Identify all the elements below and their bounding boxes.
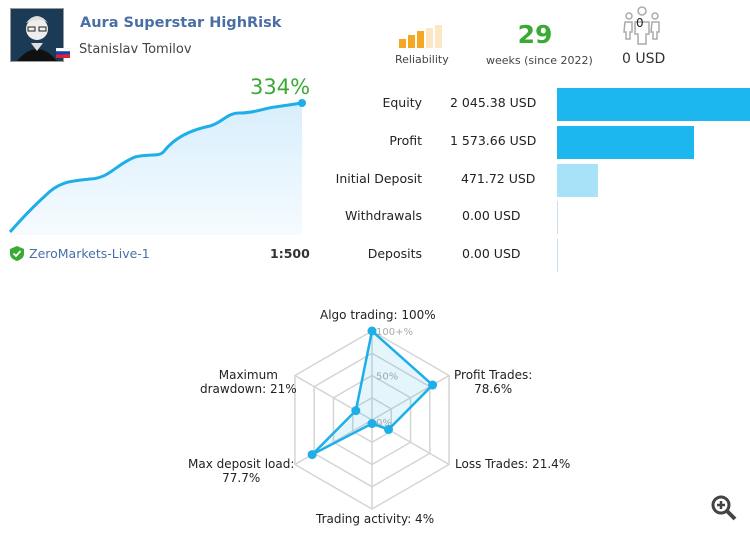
initial-deposit-label: Initial Deposit [335, 171, 422, 186]
growth-end-point [298, 99, 306, 107]
subscribers-count: 0 [636, 16, 644, 30]
withdrawals-bar [557, 201, 558, 234]
equity-label: Equity [382, 95, 422, 110]
radar-label-max-drawdown-1: Maximum [218, 368, 278, 382]
radar-label-max-deposit-load-2: 77.7% [222, 471, 261, 485]
server-link[interactable]: ZeroMarkets-Live-1 [29, 246, 150, 261]
radar-label-profit-trades-2: 78.6% [474, 382, 513, 396]
author-name[interactable]: Stanislav Tomilov [79, 42, 192, 57]
russia-flag-icon [56, 48, 70, 58]
radar-label-loss-trades: Loss Trades: 21.4% [455, 457, 571, 471]
leverage-value: 1:500 [270, 246, 310, 261]
deposits-label: Deposits [367, 246, 422, 261]
profit-bar [557, 126, 694, 159]
signal-title[interactable]: Aura Superstar HighRisk [80, 15, 282, 31]
growth-value: 334% [250, 75, 311, 99]
subscribers-funds: 0 USD [622, 51, 666, 67]
radar-label-profit-trades: Profit Trades: 78.6% [454, 368, 532, 396]
profit-value: 1 573.66 USD [450, 133, 537, 148]
radar-label-trading-activity: Trading activity: 4% [316, 512, 435, 526]
radar-label-max-drawdown-2: drawdown: 21% [200, 382, 297, 396]
radar-data-point [367, 419, 377, 429]
weeks-value: 29 [517, 20, 553, 49]
radar-label-max-drawdown: Maximum drawdown: 21% [200, 368, 297, 396]
avatar[interactable] [10, 8, 64, 62]
subscribers-icon [623, 6, 660, 45]
radar-data-point [351, 406, 361, 416]
initial-deposit-bar [557, 164, 598, 197]
withdrawals-label: Withdrawals [345, 208, 422, 223]
equity-bar [557, 88, 750, 121]
radar-label-max-deposit-load-1: Max deposit load: [188, 457, 295, 471]
radar-tick-label: 100+% [376, 327, 413, 338]
growth-line [8, 101, 303, 233]
verified-shield-icon [10, 246, 24, 261]
radar-data-point [383, 425, 393, 435]
profit-label: Profit [389, 133, 422, 148]
reliability-bars-icon [399, 25, 442, 48]
equity-value: 2 045.38 USD [450, 95, 537, 110]
radar-data-point [307, 450, 317, 460]
radar-tick-label: 50% [376, 372, 398, 383]
reliability-label: Reliability [395, 53, 449, 66]
withdrawals-value: 0.00 USD [462, 208, 521, 223]
growth-area [10, 103, 302, 235]
deposits-bar [557, 239, 558, 272]
radar-label-max-deposit-load: Max deposit load: 77.7% [188, 457, 294, 485]
radar-label-algo: Algo trading: 100% [320, 308, 436, 322]
deposits-value: 0.00 USD [462, 246, 521, 261]
initial-deposit-value: 471.72 USD [461, 171, 536, 186]
radar-data-point [367, 326, 377, 336]
zoom-in-icon[interactable] [710, 494, 738, 522]
growth-chart[interactable] [0, 90, 320, 245]
radar-label-profit-trades-1: Profit Trades: [454, 368, 533, 382]
radar-tick-label: 0% [376, 418, 392, 429]
weeks-label: weeks (since 2022) [486, 54, 593, 67]
radar-data-point [428, 380, 438, 390]
